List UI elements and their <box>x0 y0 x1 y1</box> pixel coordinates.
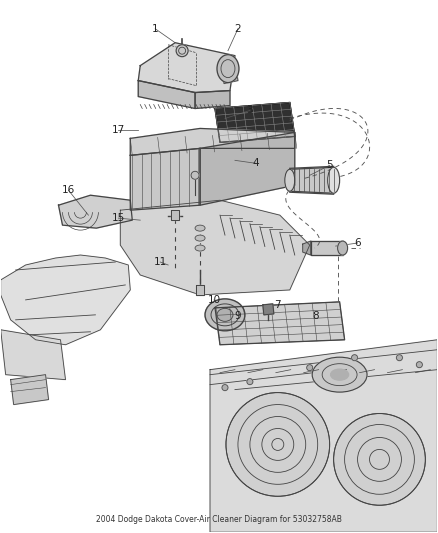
Text: 16: 16 <box>62 185 75 195</box>
Ellipse shape <box>205 299 245 331</box>
Polygon shape <box>120 200 310 295</box>
Polygon shape <box>290 167 334 193</box>
Circle shape <box>307 365 313 370</box>
Text: 7: 7 <box>275 300 281 310</box>
Polygon shape <box>222 66 238 84</box>
Polygon shape <box>138 80 195 109</box>
Text: 11: 11 <box>154 257 167 267</box>
Circle shape <box>334 414 425 505</box>
Text: 1: 1 <box>152 24 159 34</box>
Text: 2004 Dodge Dakota Cover-Air Cleaner Diagram for 53032758AB: 2004 Dodge Dakota Cover-Air Cleaner Diag… <box>96 515 342 524</box>
Text: 17: 17 <box>112 125 125 135</box>
Polygon shape <box>130 128 295 155</box>
Text: 2: 2 <box>235 24 241 34</box>
Polygon shape <box>11 375 49 405</box>
Polygon shape <box>59 195 132 228</box>
Circle shape <box>417 362 422 368</box>
Polygon shape <box>303 241 311 255</box>
Text: 4: 4 <box>253 158 259 168</box>
Text: 3: 3 <box>247 106 253 116</box>
Ellipse shape <box>312 357 367 392</box>
Ellipse shape <box>217 309 233 321</box>
Polygon shape <box>200 132 295 205</box>
Polygon shape <box>196 285 204 295</box>
Polygon shape <box>215 102 295 142</box>
Polygon shape <box>195 91 230 109</box>
Text: 9: 9 <box>235 311 241 321</box>
Polygon shape <box>210 340 437 532</box>
Text: 8: 8 <box>312 311 319 321</box>
Text: 6: 6 <box>354 238 361 248</box>
Ellipse shape <box>217 55 239 83</box>
Polygon shape <box>130 148 200 210</box>
Ellipse shape <box>195 245 205 251</box>
Polygon shape <box>1 330 66 379</box>
Ellipse shape <box>285 169 295 191</box>
Text: 15: 15 <box>112 213 125 223</box>
Ellipse shape <box>328 167 339 193</box>
Polygon shape <box>171 210 179 220</box>
Circle shape <box>176 45 188 56</box>
Polygon shape <box>215 302 345 345</box>
Polygon shape <box>138 43 235 93</box>
Ellipse shape <box>338 241 348 255</box>
Polygon shape <box>1 255 130 345</box>
Ellipse shape <box>195 225 205 231</box>
Text: 5: 5 <box>326 160 333 171</box>
Ellipse shape <box>195 235 205 241</box>
Polygon shape <box>263 304 274 315</box>
Circle shape <box>226 393 330 496</box>
Circle shape <box>191 171 199 179</box>
Circle shape <box>396 355 403 361</box>
Text: 10: 10 <box>208 295 221 305</box>
Circle shape <box>247 378 253 385</box>
Ellipse shape <box>331 369 349 380</box>
Circle shape <box>222 385 228 391</box>
Circle shape <box>352 355 357 361</box>
Polygon shape <box>311 241 343 255</box>
